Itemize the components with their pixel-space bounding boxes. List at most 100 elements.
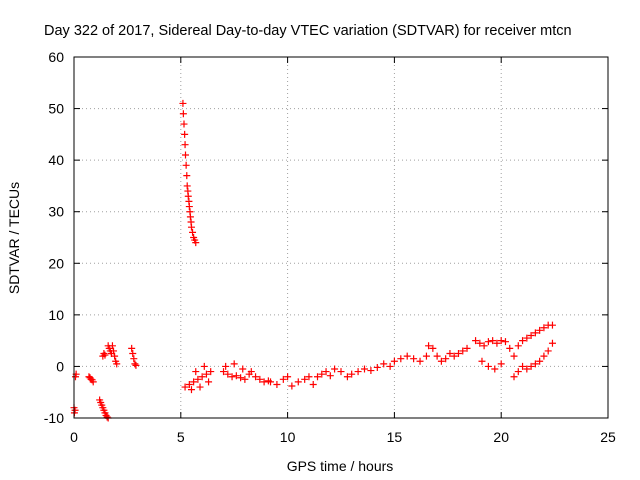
data-point bbox=[450, 352, 458, 360]
data-point bbox=[205, 378, 213, 386]
data-point bbox=[224, 370, 232, 378]
data-point bbox=[196, 383, 204, 391]
data-point bbox=[273, 380, 281, 388]
data-point bbox=[478, 357, 486, 365]
data-point bbox=[252, 373, 260, 381]
data-point bbox=[510, 373, 518, 381]
data-point bbox=[314, 373, 322, 381]
data-point bbox=[429, 344, 437, 352]
data-point bbox=[437, 357, 445, 365]
x-axis-label: GPS time / hours bbox=[287, 458, 394, 474]
data-point bbox=[343, 373, 351, 381]
data-point bbox=[397, 355, 405, 363]
data-point bbox=[491, 365, 499, 373]
x-tick-label: 5 bbox=[177, 429, 185, 445]
data-point bbox=[497, 337, 505, 345]
y-tick-label: -10 bbox=[44, 410, 64, 426]
data-point bbox=[523, 365, 531, 373]
data-point bbox=[519, 337, 527, 345]
data-point bbox=[183, 182, 191, 190]
data-point bbox=[230, 360, 238, 368]
data-point bbox=[472, 337, 480, 345]
data-point bbox=[113, 360, 121, 368]
data-point bbox=[185, 380, 193, 388]
data-point bbox=[232, 372, 240, 380]
data-point bbox=[200, 362, 208, 370]
data-point bbox=[180, 120, 188, 128]
x-tick-label: 0 bbox=[70, 429, 78, 445]
data-point bbox=[536, 326, 544, 334]
data-point bbox=[489, 337, 497, 345]
data-point bbox=[514, 342, 522, 350]
data-point bbox=[348, 370, 356, 378]
data-point bbox=[181, 141, 189, 149]
data-point bbox=[71, 406, 79, 414]
data-point bbox=[367, 367, 375, 375]
data-point bbox=[181, 130, 189, 138]
data-point bbox=[256, 375, 264, 383]
data-point bbox=[493, 339, 501, 347]
data-point bbox=[305, 373, 313, 381]
y-tick-label: 60 bbox=[48, 49, 64, 65]
data-point bbox=[179, 110, 187, 118]
data-point bbox=[523, 334, 531, 342]
data-point bbox=[326, 372, 334, 380]
data-point bbox=[309, 380, 317, 388]
x-tick-label: 10 bbox=[280, 429, 296, 445]
data-point bbox=[101, 351, 109, 359]
data-point bbox=[514, 368, 522, 376]
data-point bbox=[239, 365, 247, 373]
data-point bbox=[510, 352, 518, 360]
y-tick-label: 40 bbox=[48, 152, 64, 168]
data-point bbox=[497, 360, 505, 368]
data-point bbox=[454, 350, 462, 358]
y-tick-label: 0 bbox=[56, 358, 64, 374]
data-point bbox=[416, 357, 424, 365]
data-point bbox=[373, 363, 381, 371]
data-point bbox=[190, 378, 198, 386]
data-point bbox=[110, 347, 118, 355]
grid bbox=[74, 57, 608, 418]
data-point bbox=[186, 213, 194, 221]
data-point bbox=[194, 375, 202, 383]
data-point bbox=[442, 355, 450, 363]
data-point bbox=[544, 347, 552, 355]
data-point bbox=[531, 329, 539, 337]
data-point bbox=[301, 375, 309, 383]
data-point bbox=[527, 362, 535, 370]
data-point bbox=[390, 357, 398, 365]
data-point bbox=[207, 368, 215, 376]
data-point bbox=[463, 344, 471, 352]
data-point bbox=[198, 373, 206, 381]
data-point bbox=[360, 365, 368, 373]
y-tick-label: 30 bbox=[48, 204, 64, 220]
data-point bbox=[322, 368, 330, 376]
data-point bbox=[506, 344, 514, 352]
x-tick-label: 15 bbox=[387, 429, 403, 445]
data-point bbox=[403, 352, 411, 360]
data-point bbox=[185, 203, 193, 211]
data-points bbox=[70, 99, 556, 422]
y-tick-label: 50 bbox=[48, 101, 64, 117]
y-axis-label: SDTVAR / TECUs bbox=[6, 182, 22, 294]
data-point bbox=[237, 374, 245, 382]
data-point bbox=[433, 352, 441, 360]
data-point bbox=[181, 151, 189, 159]
data-point bbox=[536, 357, 544, 365]
data-point bbox=[267, 378, 275, 386]
data-point bbox=[189, 228, 197, 236]
data-point bbox=[220, 368, 228, 376]
data-point bbox=[422, 352, 430, 360]
data-point bbox=[187, 386, 195, 394]
data-point bbox=[459, 347, 467, 355]
data-point bbox=[131, 360, 139, 368]
data-point bbox=[228, 373, 236, 381]
data-point bbox=[531, 360, 539, 368]
data-point bbox=[540, 324, 548, 332]
data-point bbox=[284, 373, 292, 381]
data-point bbox=[425, 342, 433, 350]
data-point bbox=[318, 370, 326, 378]
data-point bbox=[247, 368, 255, 376]
data-point bbox=[548, 321, 556, 329]
